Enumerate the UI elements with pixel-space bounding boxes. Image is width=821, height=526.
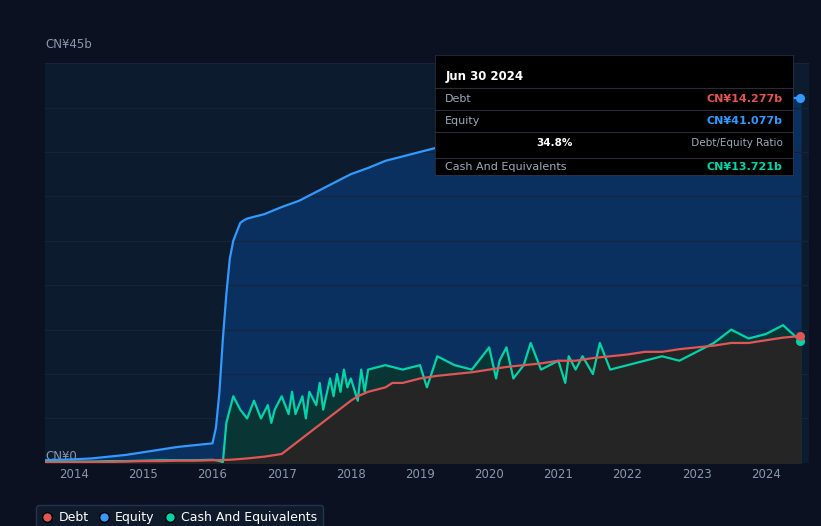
Text: CN¥14.277b: CN¥14.277b — [707, 94, 782, 104]
Text: 34.8%: 34.8% — [536, 138, 573, 148]
Text: Debt/Equity Ratio: Debt/Equity Ratio — [688, 138, 782, 148]
Text: CN¥13.721b: CN¥13.721b — [707, 161, 782, 171]
Text: Cash And Equivalents: Cash And Equivalents — [445, 161, 566, 171]
Legend: Debt, Equity, Cash And Equivalents: Debt, Equity, Cash And Equivalents — [36, 505, 323, 526]
Text: CN¥0: CN¥0 — [45, 450, 77, 463]
Text: Jun 30 2024: Jun 30 2024 — [445, 69, 524, 83]
Text: CN¥45b: CN¥45b — [45, 38, 92, 51]
Text: Debt: Debt — [445, 94, 472, 104]
Text: Equity: Equity — [445, 116, 481, 126]
Text: CN¥41.077b: CN¥41.077b — [707, 116, 782, 126]
